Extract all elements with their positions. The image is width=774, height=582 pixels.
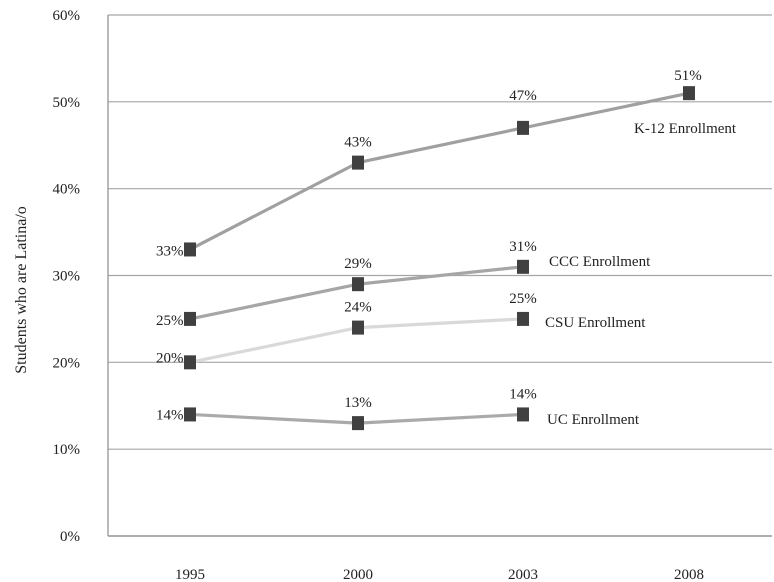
series-line: [189, 91, 690, 251]
y-tick-label: 60%: [53, 8, 81, 24]
data-point: [352, 155, 364, 170]
data-point: [352, 320, 364, 335]
data-point: [517, 120, 529, 135]
series-name-label: CCC Enrollment: [549, 254, 651, 270]
series-name-label: K-12 Enrollment: [634, 121, 737, 137]
data-label: 51%: [674, 68, 702, 84]
series-3: 14% 13% 14% UC Enrollment: [156, 386, 640, 431]
data-label: 20%: [156, 350, 184, 366]
x-tick-label: 2008: [674, 567, 704, 582]
data-point: [683, 86, 695, 101]
data-label: 24%: [344, 300, 372, 316]
data-label: 29%: [344, 256, 372, 272]
data-point: [352, 277, 364, 292]
data-label: 14%: [156, 407, 184, 423]
x-tick-label: 2003: [508, 567, 538, 582]
y-axis-ticks: 0% 10% 20% 30% 40% 50% 60%: [53, 8, 81, 545]
data-label: 47%: [509, 88, 537, 104]
y-tick-label: 20%: [53, 355, 81, 371]
data-point: [517, 259, 529, 274]
series-name-label: UC Enrollment: [547, 412, 640, 428]
data-point: [184, 355, 196, 370]
y-tick-label: 10%: [53, 442, 81, 458]
plot-frame: [107, 15, 772, 537]
series-name-label: CSU Enrollment: [545, 315, 646, 331]
series-group: 33% 43% 47% 51% K-12 Enrollment 25% 29% 31% CCC …: [156, 68, 737, 431]
data-point: [184, 407, 196, 422]
data-label: 14%: [509, 386, 537, 402]
grid-lines: [108, 14, 772, 537]
data-point: [517, 407, 529, 422]
data-point: [184, 311, 196, 326]
data-label: 13%: [344, 395, 372, 411]
data-point: [352, 416, 364, 431]
data-label: 25%: [156, 313, 184, 329]
series-2: 20% 24% 25% CSU Enrollment: [156, 291, 646, 370]
data-point: [517, 311, 529, 326]
x-axis-ticks: 1995 2000 2003 2008: [175, 567, 704, 582]
y-axis-title: Students who are Latina/o: [13, 206, 30, 374]
series-0: 33% 43% 47% 51% K-12 Enrollment: [156, 68, 737, 259]
y-tick-label: 50%: [53, 95, 81, 111]
series-1: 25% 29% 31% CCC Enrollment: [156, 239, 651, 329]
y-tick-label: 40%: [53, 182, 81, 198]
x-tick-label: 2000: [343, 567, 373, 582]
y-tick-label: 0%: [60, 529, 80, 545]
data-label: 31%: [509, 239, 537, 255]
data-label: 43%: [344, 135, 372, 151]
y-tick-label: 30%: [53, 269, 81, 285]
data-point: [184, 242, 196, 257]
data-label: 25%: [509, 291, 537, 307]
data-label: 33%: [156, 243, 184, 259]
x-tick-label: 1995: [175, 567, 205, 582]
